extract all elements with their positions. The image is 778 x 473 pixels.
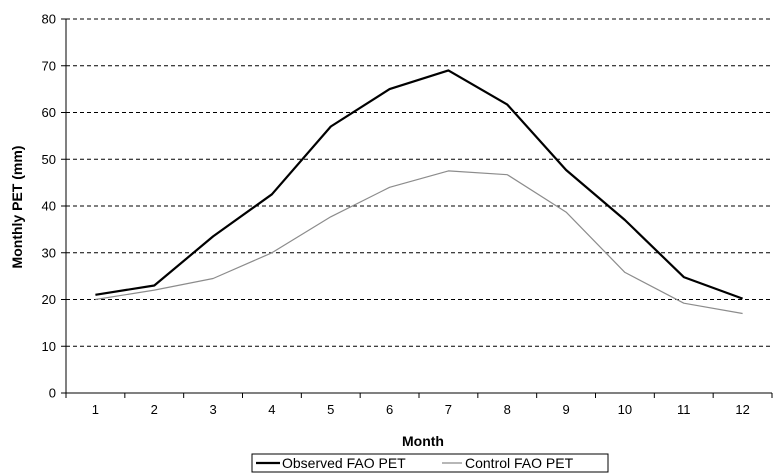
legend-label-control: Control FAO PET (465, 455, 574, 471)
series-lines (95, 69, 743, 315)
y-tick-label-70: 70 (42, 58, 56, 73)
legend: Observed FAO PET Control FAO PET (251, 453, 609, 473)
x-tick-label-6: 6 (386, 402, 393, 417)
x-tick-label-4: 4 (268, 402, 275, 417)
x-tick-label-2: 2 (151, 402, 158, 417)
gridlines (66, 18, 772, 347)
x-axis-title: Month (402, 433, 444, 449)
x-tick-label-10: 10 (618, 402, 632, 417)
y-tick-label-60: 60 (42, 105, 56, 120)
y-tick-label-30: 30 (42, 245, 56, 260)
x-tick-label-3: 3 (209, 402, 216, 417)
x-tick-label-7: 7 (445, 402, 452, 417)
y-tick-label-80: 80 (42, 12, 56, 27)
x-tick-label-5: 5 (327, 402, 334, 417)
y-tick-label-10: 10 (42, 339, 56, 354)
x-tick-label-12: 12 (735, 402, 749, 417)
y-tick-label-20: 20 (42, 292, 56, 307)
legend-box (251, 453, 609, 473)
y-axis-title: Monthly PET (mm) (9, 146, 25, 269)
series-line-control-fao-pet (95, 170, 743, 315)
series-line-observed-fao-pet (95, 69, 743, 300)
x-tick-label-9: 9 (562, 402, 569, 417)
y-tick-label-0: 0 (49, 386, 56, 401)
x-tick-label-1: 1 (92, 402, 99, 417)
x-tick-label-8: 8 (504, 402, 511, 417)
y-tick-label-40: 40 (42, 199, 56, 214)
legend-label-observed: Observed FAO PET (282, 455, 406, 471)
axes (61, 18, 773, 398)
x-tick-label-11: 11 (677, 402, 691, 417)
y-tick-label-50: 50 (42, 152, 56, 167)
